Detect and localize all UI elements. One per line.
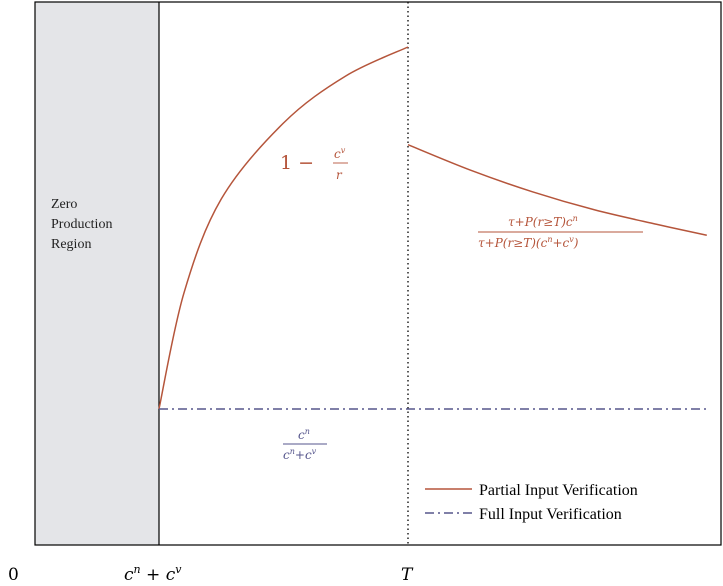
curve1-annotation: 1 − cv r <box>280 146 348 182</box>
legend: Partial Input Verification Full Input Ve… <box>425 482 638 523</box>
region-label-line-1: Zero <box>51 197 77 212</box>
curve2-annotation: τ+P(r≥T)cn τ+P(r≥T)(cn+cv) <box>478 214 643 250</box>
zero-production-region <box>35 2 159 545</box>
region-label-line-3: Region <box>51 237 91 252</box>
plot-frame <box>34 1 722 546</box>
x-tick-T: T <box>401 565 414 585</box>
x-tick-cn-plus-cv: cn + cv <box>124 563 182 585</box>
curve1-denominator: r <box>336 168 343 182</box>
region-label: Zero Production Region <box>51 197 116 252</box>
full-numerator: cn <box>298 427 310 442</box>
legend-label-partial: Partial Input Verification <box>479 482 638 499</box>
series-layer <box>158 46 707 410</box>
curve2-denominator: τ+P(r≥T)(cn+cv) <box>478 235 579 250</box>
full-denominator: cn+cv <box>283 447 317 462</box>
series-partial-segment-0 <box>158 46 409 410</box>
curve2-numerator: τ+P(r≥T)cn <box>508 214 578 229</box>
x-axis-ticks: 0 cn + cv T <box>8 563 414 585</box>
curve1-numerator: cv <box>334 146 346 161</box>
series-partial-segment-1 <box>407 144 707 236</box>
x-tick-zero: 0 <box>8 565 19 585</box>
region-label-line-2: Production <box>51 217 112 232</box>
curve1-one-minus: 1 − <box>280 152 314 174</box>
full-annotation: cn cn+cv <box>283 427 327 462</box>
legend-label-full: Full Input Verification <box>479 506 622 523</box>
